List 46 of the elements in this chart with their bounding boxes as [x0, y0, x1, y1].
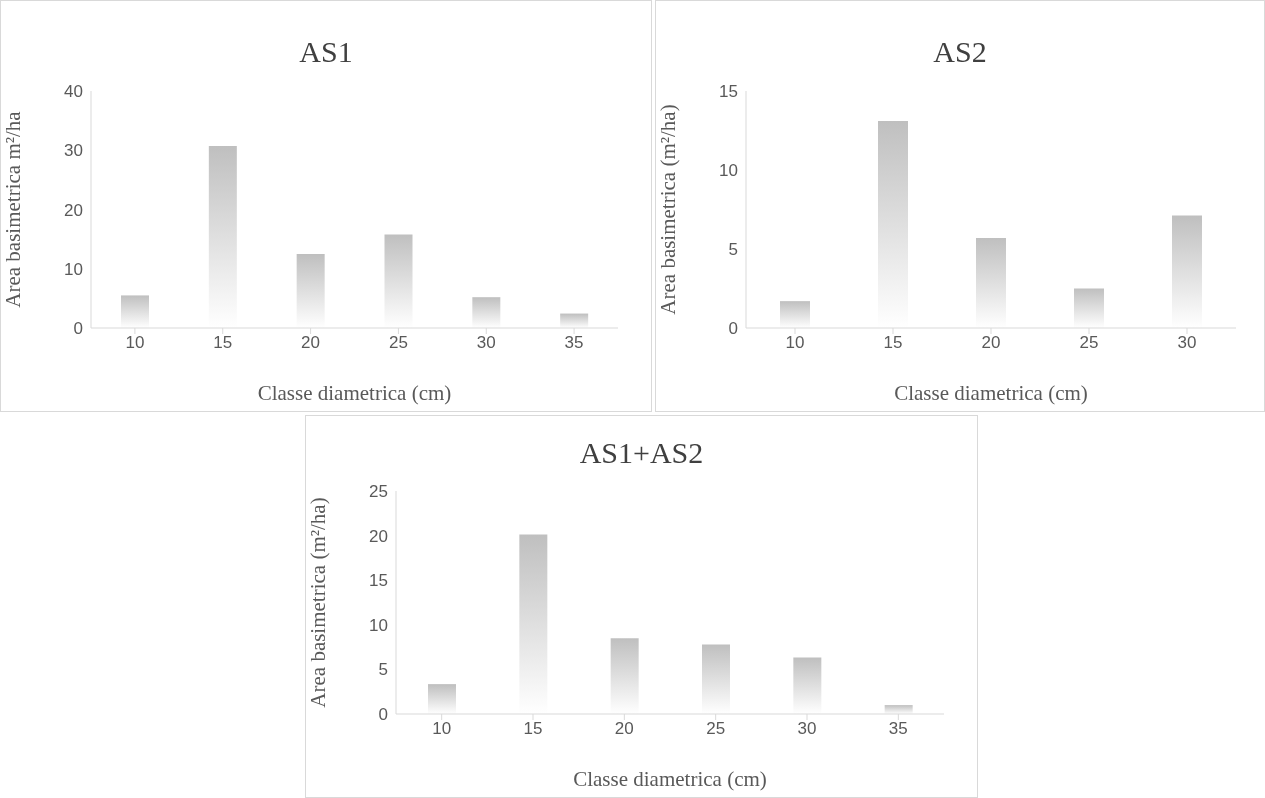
- bar: [121, 295, 149, 328]
- x-tick-label: 20: [614, 719, 634, 739]
- x-axis-title: Classe diametrica (cm): [257, 381, 452, 405]
- chart-title: AS1+AS2: [578, 436, 705, 470]
- y-tick-label: 10: [719, 161, 738, 181]
- y-tick-label: 30: [64, 141, 83, 161]
- y-tick-label: 40: [64, 82, 83, 102]
- bar: [1074, 288, 1104, 328]
- x-tick-label: 10: [432, 719, 452, 739]
- chart-title: AS1: [298, 35, 354, 69]
- bar: [780, 301, 810, 328]
- x-tick-label: 10: [785, 333, 805, 353]
- y-tick-label: 5: [728, 240, 738, 260]
- y-tick-label: 10: [369, 615, 388, 635]
- x-tick-label: 15: [883, 333, 903, 353]
- y-tick-label: 0: [728, 319, 738, 339]
- chart-title: AS2: [932, 35, 988, 69]
- x-tick-label: 15: [523, 719, 543, 739]
- x-tick-label: 20: [301, 333, 321, 353]
- y-axis-title: Area basimetrica (m²/ha): [306, 497, 331, 708]
- x-tick-label: 35: [564, 333, 584, 353]
- y-tick-label: 15: [369, 571, 388, 591]
- x-tick-label: 15: [213, 333, 233, 353]
- bar: [560, 313, 589, 328]
- x-axis-title: Classe diametrica (cm): [573, 767, 767, 791]
- x-tick-label: 10: [125, 333, 145, 353]
- x-tick-label: 25: [1079, 333, 1099, 353]
- y-tick-label: 20: [64, 200, 83, 220]
- y-tick-label: 25: [369, 482, 388, 502]
- x-tick-label: 20: [981, 333, 1001, 353]
- bar: [428, 684, 456, 714]
- y-tick-label: 10: [64, 259, 83, 279]
- y-tick-label: 0: [378, 705, 388, 725]
- y-axis-title: Area basimetrica (m²/ha): [656, 104, 681, 315]
- y-axis-title: Area basimetrica m²/ha: [1, 110, 26, 308]
- y-tick-label: 20: [369, 526, 388, 546]
- y-tick-label: 0: [73, 319, 83, 339]
- x-tick-label: 30: [476, 333, 496, 353]
- x-tick-label: 35: [888, 719, 908, 739]
- x-tick-label: 30: [797, 719, 817, 739]
- y-tick-label: 5: [378, 660, 388, 680]
- x-axis-title: Classe diametrica (cm): [894, 381, 1088, 405]
- bar: [472, 297, 501, 328]
- x-tick-label: 30: [1177, 333, 1197, 353]
- y-tick-label: 15: [719, 82, 738, 102]
- bar: [884, 705, 913, 714]
